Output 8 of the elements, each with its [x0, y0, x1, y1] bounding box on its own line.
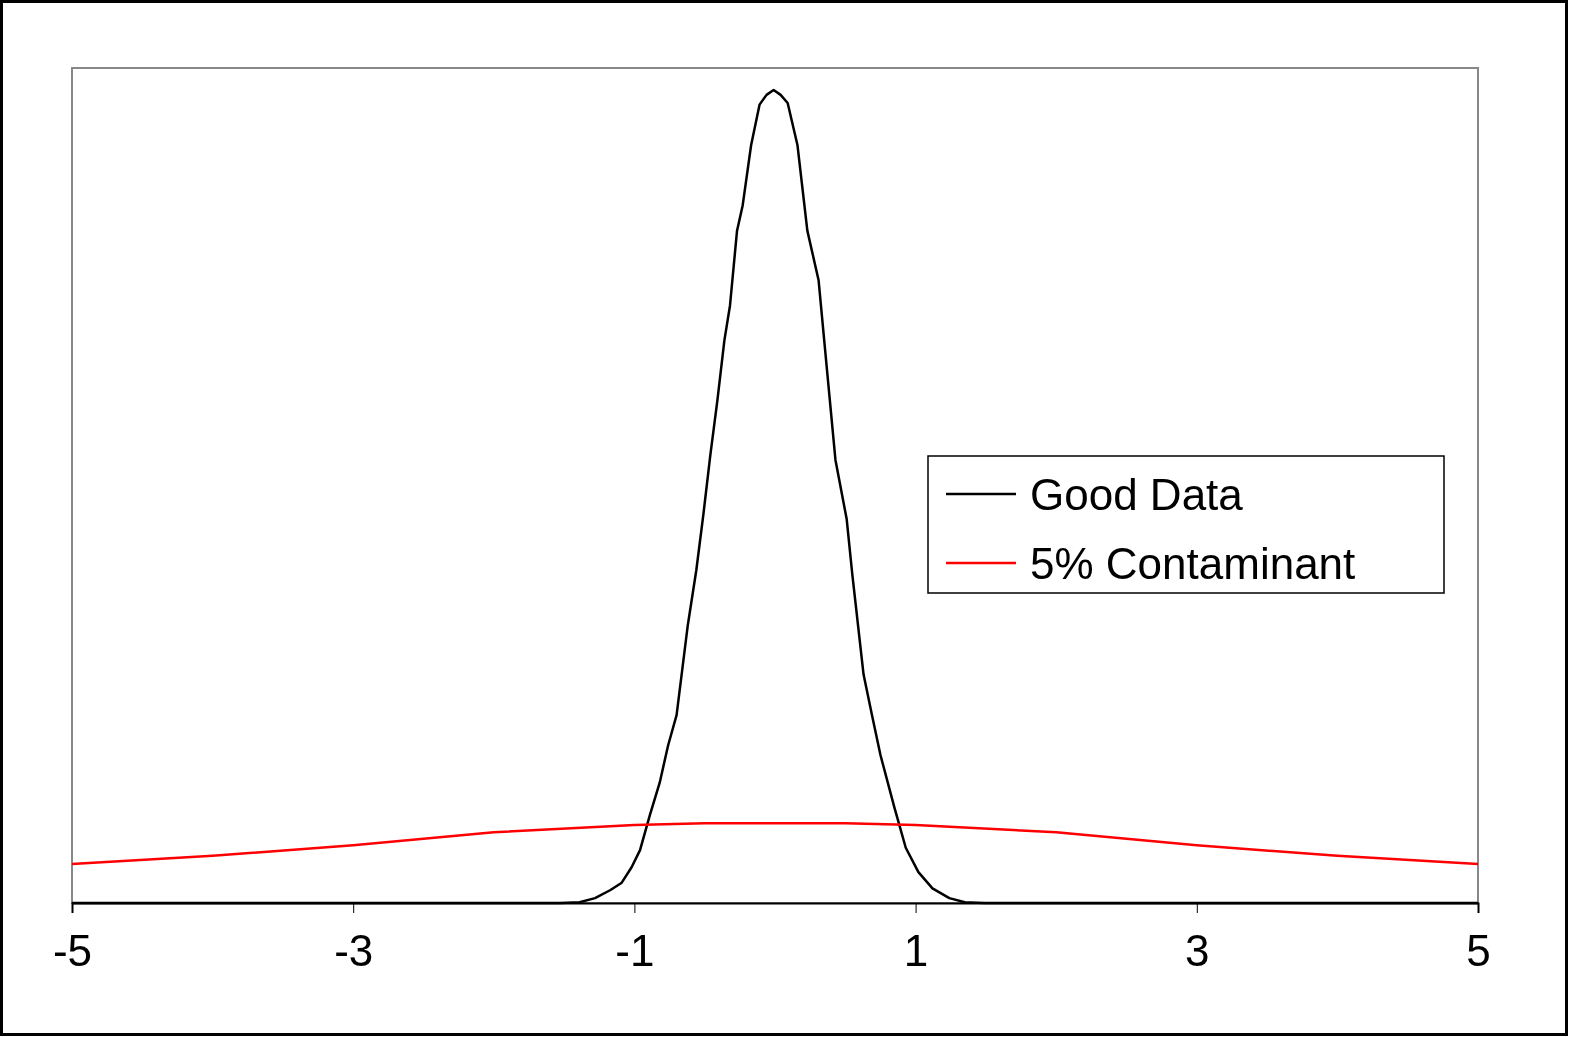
- x-tick-label: -1: [615, 926, 655, 976]
- x-tick-label: 3: [1185, 926, 1210, 976]
- legend-label: 5% Contaminant: [1030, 539, 1356, 588]
- x-tick-label: -5: [52, 926, 93, 976]
- x-tick-label: 5: [1466, 926, 1491, 976]
- x-tick-label: -3: [334, 926, 374, 976]
- legend-label: Good Data: [1030, 470, 1244, 519]
- x-tick-label: 1: [903, 926, 929, 976]
